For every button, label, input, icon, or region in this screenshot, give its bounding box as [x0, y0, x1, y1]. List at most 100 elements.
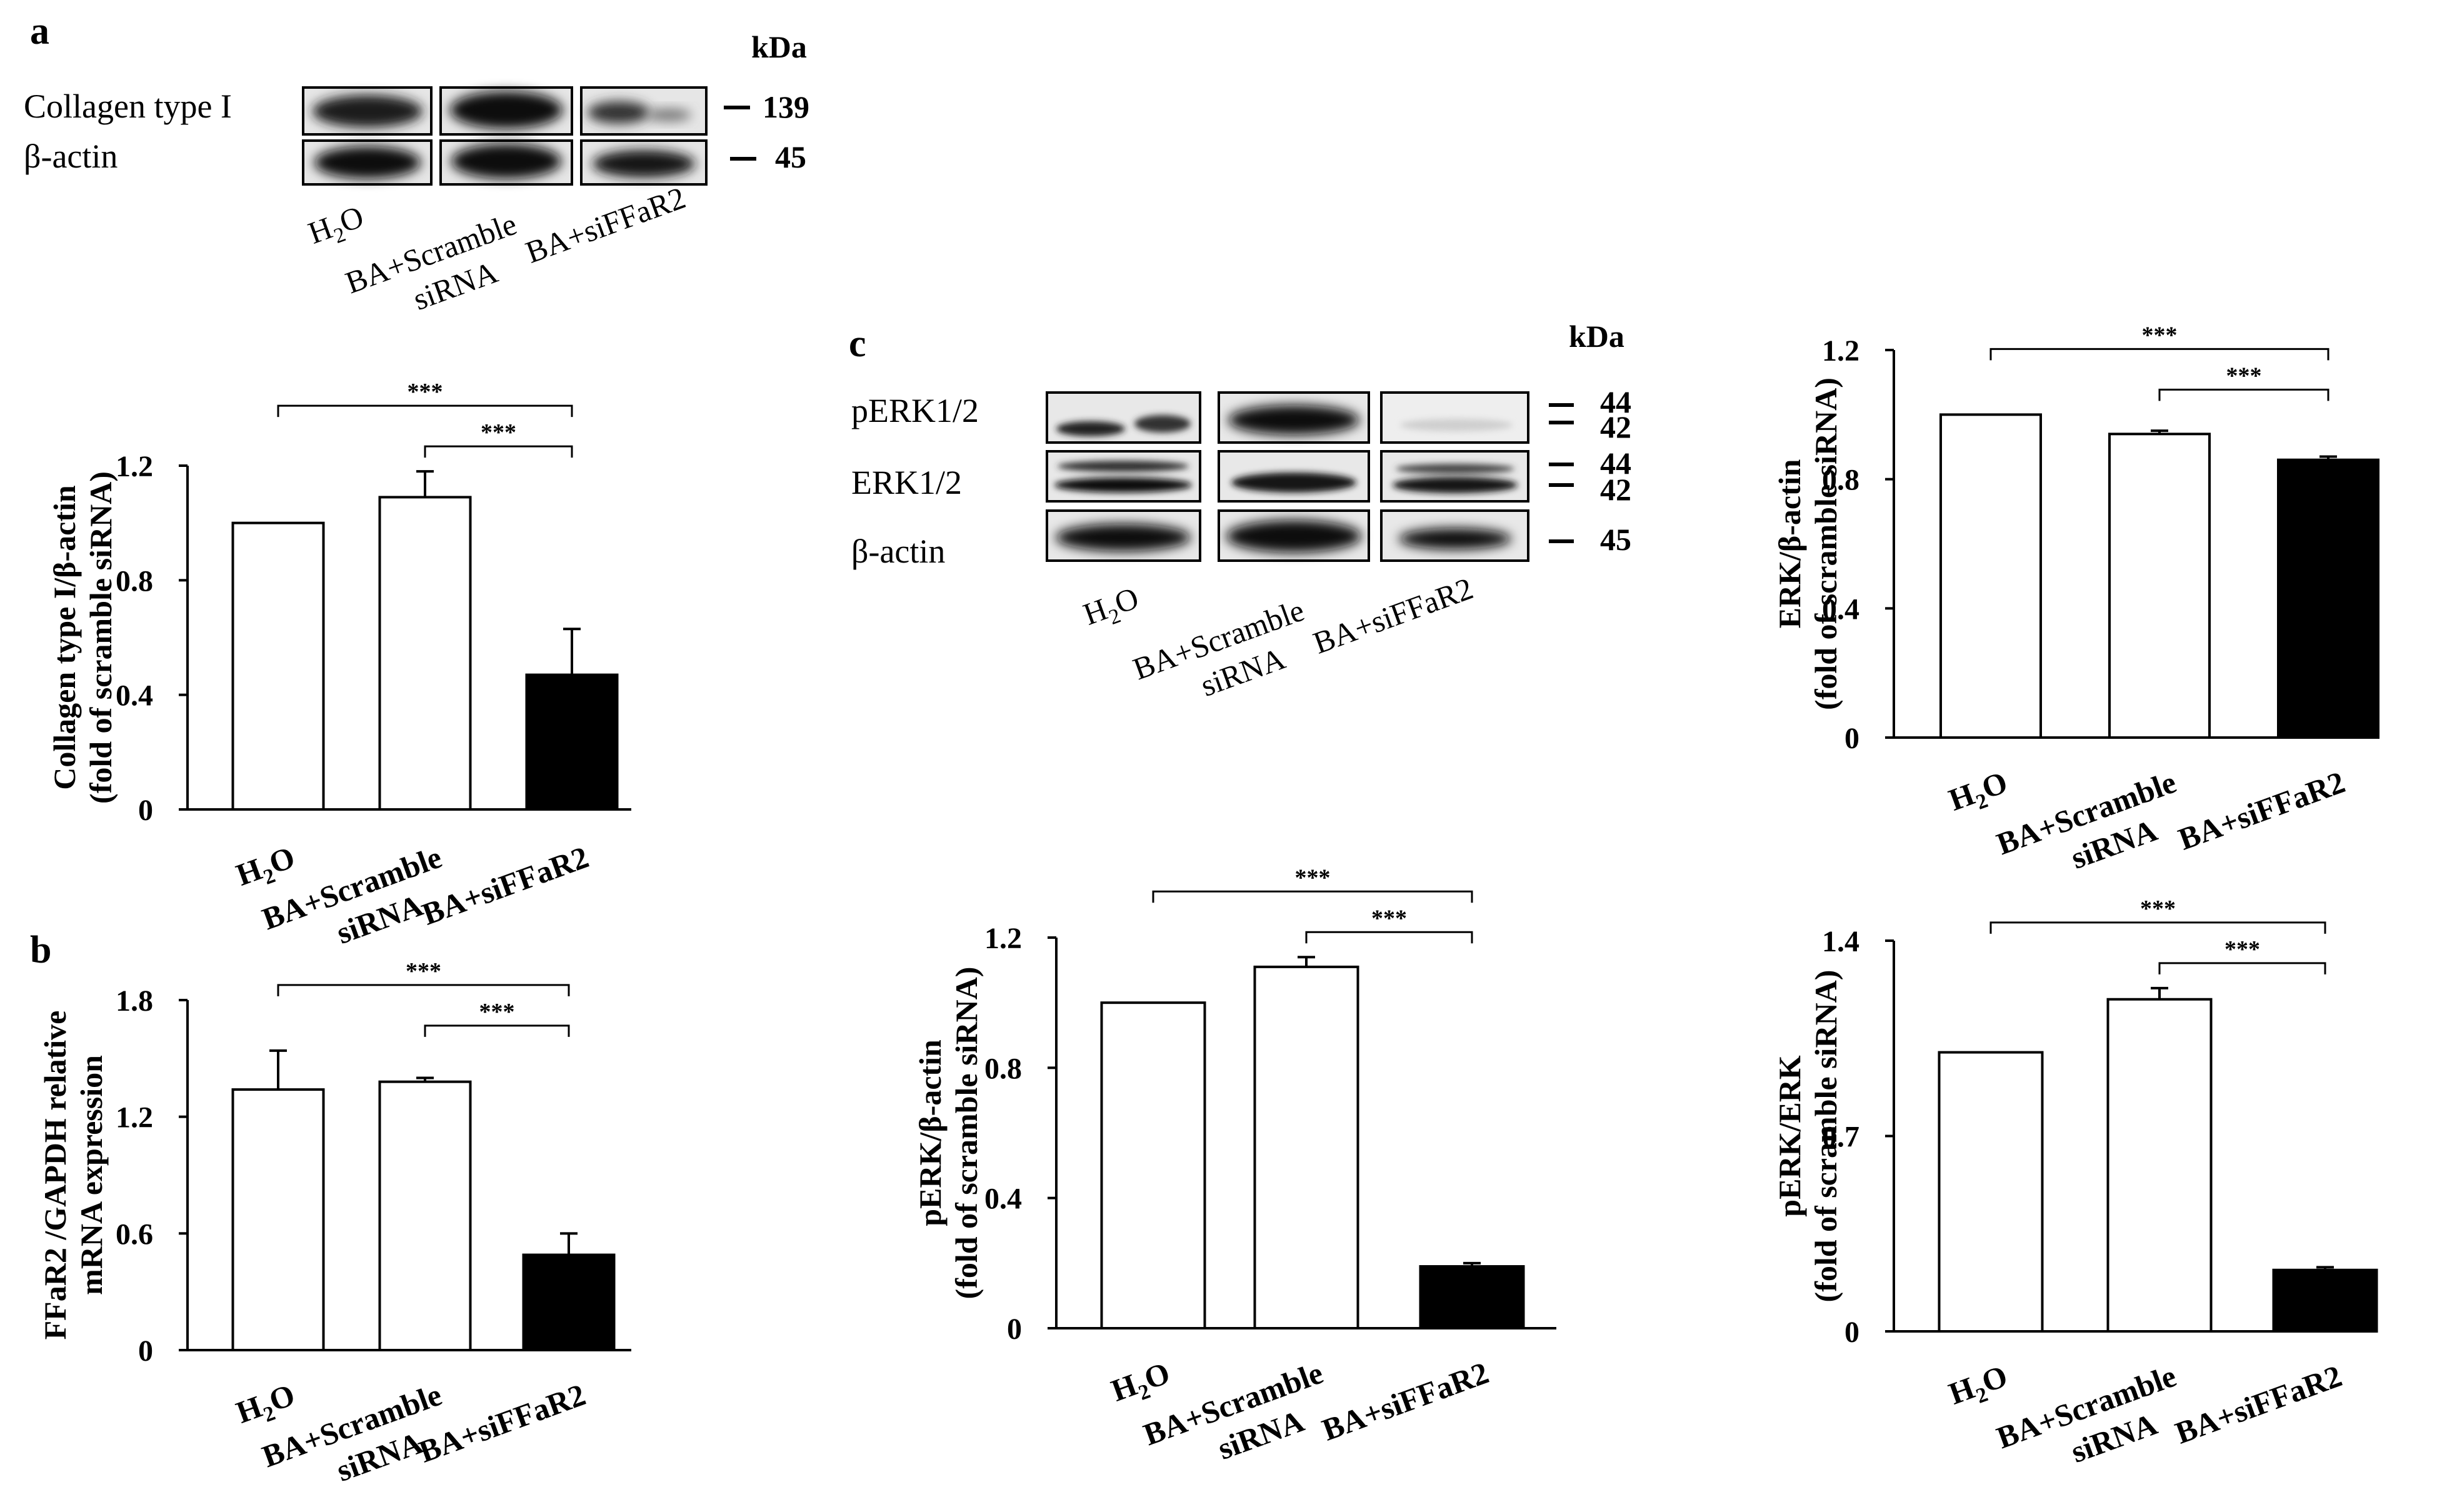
category-label: BA+siFFaR2 [2174, 764, 2349, 857]
band-label-erk: ERK1/2 [851, 464, 962, 501]
lane-label: BA+ScramblesiRNA [341, 206, 534, 337]
category-label: BA+siFFaR2 [418, 839, 593, 932]
panel-letter-c: c [849, 323, 866, 365]
bar [2272, 1268, 2378, 1333]
band-label-actin: β-actin [24, 138, 118, 175]
marker-label: 45 [1600, 522, 1631, 557]
chart-ffar2: 0 0.6 1.2 1.8 FFaR2 /GAPDH relative mRNA expr… [38, 958, 631, 1488]
y-axis-title: (fold of scramble siRNA) [1808, 378, 1843, 710]
blot-band [593, 150, 695, 178]
y-axis-title: pERK/ERK [1772, 1055, 1807, 1217]
y-axis-title: pERK/β-actin [913, 1039, 948, 1226]
marker-label: 139 [763, 89, 809, 124]
bar [522, 1253, 616, 1351]
significance-bracket [1989, 921, 2326, 934]
y-tick-label: 0.4 [116, 679, 153, 713]
bar [1253, 965, 1359, 1329]
y-tick-label: 1.2 [1822, 334, 1859, 368]
y-tick-label: 0 [138, 794, 153, 827]
blot-strip [1380, 391, 1529, 444]
category-label: BA+ScramblesiRNA [1992, 764, 2194, 898]
y-axis-title: ERK/β-actin [1772, 459, 1807, 628]
category-label: BA+siFFaR2 [2171, 1358, 2346, 1451]
marker-label: 45 [775, 139, 806, 174]
bar [525, 673, 619, 811]
y-axis-title: FFaR2 /GAPDH relative [38, 1011, 73, 1340]
marker-label: 44 [1600, 384, 1631, 419]
lane-label: H2O [304, 199, 370, 256]
significance-bracket [1989, 348, 2329, 361]
blot-band [1231, 473, 1356, 493]
bar [1939, 413, 2042, 739]
significance-bracket [277, 404, 573, 418]
band-label-actin-c: β-actin [851, 533, 945, 570]
marker-label: 44 [1600, 446, 1631, 481]
significance-bracket [1305, 931, 1473, 944]
bar [2277, 458, 2379, 739]
chart-collagen: 0 0.4 0.8 1.2 Collagen type I/β-actin (fold o… [47, 379, 631, 951]
significance-bracket [1152, 890, 1473, 903]
category-label: H2O [232, 1377, 301, 1436]
y-tick-label: 0 [138, 1334, 153, 1368]
chart-perk-actin: 0 0.4 0.8 1.2 pERK/β-actin (fold of scramble … [913, 864, 1556, 1466]
band-label-perk: pERK1/2 [851, 392, 979, 429]
chart-perk-erk: 0 0.7 1.4 pERK/ERK (fold of scramble siRNA) H… [1772, 896, 2378, 1492]
significance-label: *** [2226, 363, 2262, 389]
y-tick-label: 1.2 [116, 1101, 153, 1134]
y-axis-title: (fold of scramble siRNA) [949, 967, 984, 1299]
bar [378, 1080, 472, 1351]
bar [2106, 998, 2213, 1333]
category-label: BA+ScramblesiRNA [1992, 1358, 2194, 1492]
significance-bracket [424, 445, 573, 458]
blot-band [1134, 415, 1191, 433]
bar [1419, 1265, 1525, 1329]
blot-band [314, 146, 421, 179]
blot-band [1054, 478, 1192, 493]
significance-bracket [277, 984, 570, 996]
marker-label: 42 [1600, 409, 1631, 444]
y-tick-label: 1.4 [1822, 925, 1859, 958]
panel-letter-b: b [30, 929, 51, 971]
y-axis-title: (fold of scramble siRNA) [1808, 970, 1843, 1303]
bar [231, 521, 325, 811]
blot-band [313, 95, 423, 128]
blot-strip [1046, 450, 1201, 503]
category-label: H2O [1944, 1358, 2014, 1417]
significance-label: *** [1371, 905, 1407, 931]
y-axis-title: mRNA expression [74, 1055, 109, 1295]
blot-band [646, 109, 691, 121]
significance-bracket [424, 1024, 570, 1037]
bar [1100, 1001, 1206, 1329]
y-tick-label: 0.6 [116, 1218, 153, 1251]
y-axis-title: (fold of scramble siRNA) [83, 471, 118, 804]
blot-band [588, 101, 650, 124]
y-tick-label: 0.8 [1822, 464, 1859, 497]
lane-label: BA+siFFaR2 [1309, 571, 1478, 661]
y-tick-label: 0.4 [984, 1183, 1022, 1216]
significance-label: *** [1295, 864, 1331, 891]
blot-band [1393, 477, 1518, 493]
lane-label: BA+siFFaR2 [521, 180, 690, 270]
y-tick-label: 1.8 [116, 984, 153, 1018]
blot-band [1226, 520, 1361, 553]
bar [231, 1088, 325, 1351]
kda-label: kDa [751, 29, 807, 64]
category-label: H2O [232, 839, 301, 898]
category-label: H2O [1944, 764, 2014, 823]
western-blot-a: kDa Collagen type I β-actin 139 45 H2OBA… [24, 29, 809, 337]
lane-label: BA+ScramblesiRNA [1128, 593, 1322, 723]
significance-label: *** [2224, 936, 2260, 963]
category-label: BA+siFFaR2 [414, 1377, 590, 1469]
y-tick-label: 1.2 [116, 450, 153, 483]
blot-band [1058, 461, 1189, 472]
blot-band [1399, 528, 1511, 549]
band-label-collagen: Collagen type I [24, 88, 232, 125]
bar [2108, 433, 2211, 739]
bar [1938, 1051, 2044, 1333]
blot-band [1400, 419, 1513, 431]
y-tick-label: 0 [1844, 722, 1859, 755]
y-tick-label: 0.4 [1822, 593, 1859, 626]
significance-bracket [2158, 388, 2329, 401]
